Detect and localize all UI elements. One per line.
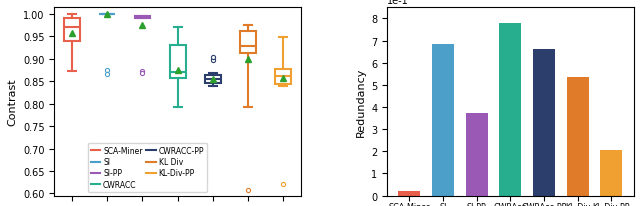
PathPatch shape <box>205 76 221 83</box>
Bar <box>567 78 589 196</box>
Bar <box>600 151 622 196</box>
Y-axis label: Redundancy: Redundancy <box>356 67 365 137</box>
PathPatch shape <box>240 32 256 54</box>
Bar <box>466 113 488 196</box>
Bar <box>499 24 522 196</box>
Bar <box>432 45 454 196</box>
Text: 1e-1: 1e-1 <box>387 0 409 6</box>
PathPatch shape <box>275 69 291 84</box>
Y-axis label: Contrast: Contrast <box>8 78 17 126</box>
PathPatch shape <box>170 45 186 78</box>
PathPatch shape <box>134 17 150 19</box>
Bar <box>398 191 420 196</box>
Bar <box>533 50 555 196</box>
PathPatch shape <box>64 19 80 42</box>
Legend: SCA-Miner, SI, SI-PP, CWRACC, CWRACC-PP, KL Div, KL-Div-PP: SCA-Miner, SI, SI-PP, CWRACC, CWRACC-PP,… <box>88 143 207 192</box>
